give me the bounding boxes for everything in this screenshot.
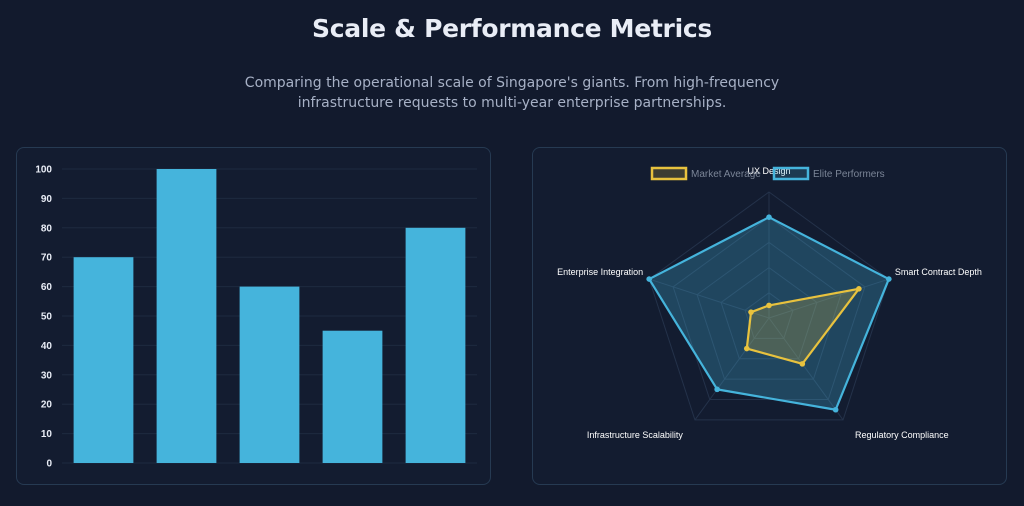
y-tick-label: 0 xyxy=(46,459,52,470)
page-subtitle: Comparing the operational scale of Singa… xyxy=(0,73,1024,113)
radar-point xyxy=(748,309,754,315)
radar-point xyxy=(799,361,806,367)
y-tick-label: 100 xyxy=(35,165,52,176)
radar-point xyxy=(856,285,862,292)
y-tick-label: 90 xyxy=(41,194,53,205)
y-tick-label: 70 xyxy=(41,253,53,264)
radar-grid-ring xyxy=(720,266,818,360)
subtitle-line-2: infrastructure requests to multi-year en… xyxy=(297,95,727,111)
radar-point xyxy=(766,214,772,220)
radar-grid-ring xyxy=(696,241,842,380)
radar-grid-ring xyxy=(744,292,794,339)
radar-series-area xyxy=(648,216,890,411)
legend-label: Elite Performers xyxy=(813,169,885,180)
bar-chart: 0 10 20 30 40 50 60 70 80 90 100 xyxy=(35,165,477,470)
y-tick-label: 10 xyxy=(41,429,53,440)
radar-point xyxy=(714,386,720,393)
bar xyxy=(405,227,466,463)
radar-chart: UX Design Smart Contract Depth Regulatory … xyxy=(557,166,982,440)
subtitle-line-1: Comparing the operational scale of Singa… xyxy=(244,75,780,91)
radar-chart-card: UX Design Smart Contract Depth Regulatory … xyxy=(532,147,1007,485)
legend-swatch xyxy=(772,166,810,181)
radar-axis-label: UX Design xyxy=(747,166,790,176)
y-tick-label: 50 xyxy=(41,312,53,323)
y-tick-label: 30 xyxy=(41,370,53,381)
bar xyxy=(73,257,134,463)
bar-chart-card: 0 10 20 30 40 50 60 70 80 90 100 xyxy=(16,147,491,485)
radar-point xyxy=(743,345,750,352)
y-tick-label: 20 xyxy=(41,400,53,411)
radar-point xyxy=(832,406,839,413)
bar xyxy=(322,330,383,463)
radar-axis-label: Regulatory Compliance xyxy=(855,430,949,440)
radar-axis-label: Enterprise Integration xyxy=(557,267,643,277)
radar-grid-ring xyxy=(648,191,890,421)
page-title: Scale & Performance Metrics xyxy=(312,14,712,43)
radar-axis-label: Smart Contract Depth xyxy=(895,267,982,277)
radar-point xyxy=(646,276,652,282)
radar-point xyxy=(766,302,772,309)
y-tick-label: 40 xyxy=(41,341,53,352)
bar xyxy=(156,169,217,463)
bar xyxy=(239,286,300,463)
radar-spoke xyxy=(768,317,844,421)
radar-point xyxy=(886,276,892,282)
radar-axis-label: Infrastructure Scalability xyxy=(587,430,684,440)
radar-grid-ring xyxy=(672,216,866,401)
legend-label: Market Average xyxy=(691,169,761,180)
radar-spoke xyxy=(694,317,770,421)
y-tick-label: 60 xyxy=(41,282,53,293)
radar-spoke xyxy=(768,278,889,319)
y-tick-label: 80 xyxy=(41,223,53,234)
radar-series-area xyxy=(745,287,860,365)
legend-swatch xyxy=(650,166,688,181)
